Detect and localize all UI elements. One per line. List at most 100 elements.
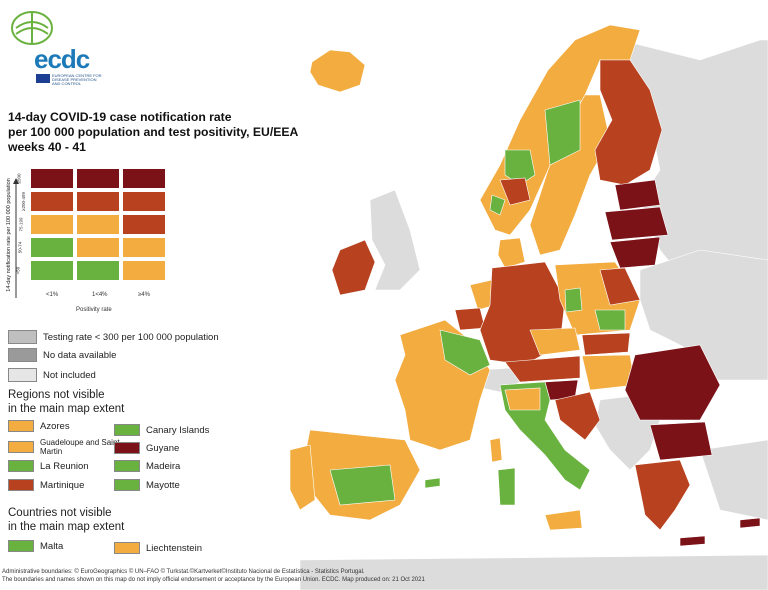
matrix-cell xyxy=(30,168,74,189)
corsica xyxy=(489,437,503,463)
france-green xyxy=(439,329,491,376)
estonia xyxy=(614,179,661,211)
legend-not-included: Not included xyxy=(8,368,96,382)
azores-label: Azores xyxy=(40,420,70,432)
legend-no-data: No data available xyxy=(8,348,116,362)
canary-swatch xyxy=(114,424,140,436)
north-africa xyxy=(299,554,768,590)
not-included-swatch xyxy=(8,368,37,382)
title-line-1: 14-day COVID-19 case notification rate xyxy=(8,110,232,124)
matrix-row-label: 50-74 xyxy=(17,241,23,254)
matrix-row-label: 75-199 xyxy=(18,217,24,232)
no-data-label: No data available xyxy=(43,349,117,361)
logo-subtitle: EUROPEAN CENTRE FOR DISEASE PREVENTION A… xyxy=(52,73,102,86)
country-malta: Malta xyxy=(8,540,63,552)
la-reunion-label: La Reunion xyxy=(40,460,89,472)
region-azores: Azores xyxy=(8,420,70,432)
globe-icon xyxy=(11,11,53,45)
ecdc-logo: ecdc EUROPEAN CENTRE FOR DISEASE PREVENT… xyxy=(8,8,102,86)
testing-rate-label: Testing rate < 300 per 100 000 populatio… xyxy=(43,331,219,343)
liechtenstein-label: Liechtenstein xyxy=(146,542,202,554)
country-liechtenstein: Liechtenstein xyxy=(114,542,202,554)
liechtenstein-swatch xyxy=(114,542,140,554)
guyane-label: Guyane xyxy=(146,442,180,454)
matrix-cell xyxy=(122,191,166,212)
madeira-label: Madeira xyxy=(146,460,181,472)
matrix-cell xyxy=(122,168,166,189)
region-guyane: Guyane xyxy=(114,442,179,454)
hungary-green xyxy=(594,309,626,331)
regions-title: Regions not visible in the main map exte… xyxy=(8,388,124,416)
matrix-cell xyxy=(76,168,120,189)
ireland xyxy=(331,239,376,296)
region-mayotte: Mayotte xyxy=(114,479,180,491)
matrix-col-label: ≥4% xyxy=(138,292,150,298)
bulgaria xyxy=(649,421,713,461)
belgium xyxy=(454,307,486,331)
region-guadeloupe: Guadeloupe and Saint Martin xyxy=(8,438,128,456)
croatia xyxy=(554,391,601,441)
matrix-cell xyxy=(76,260,120,281)
sweden xyxy=(529,94,611,256)
romania xyxy=(624,344,721,421)
region-martinique: Martinique xyxy=(8,479,84,491)
regions-title-line-1: Regions not visible xyxy=(8,389,105,401)
matrix-x-axis-label: Positivity rate xyxy=(76,307,112,313)
matrix-cell xyxy=(122,214,166,235)
guadeloupe-swatch xyxy=(8,441,34,453)
norway-green2 xyxy=(489,194,506,216)
crete xyxy=(679,535,706,547)
title-line-3: weeks 40 - 41 xyxy=(8,140,86,154)
czechia xyxy=(529,327,581,356)
footer-line-2: The boundaries and names shown on this m… xyxy=(2,577,425,583)
norway-red xyxy=(499,177,531,206)
region-canary-islands: Canary Islands xyxy=(114,424,209,436)
slovakia xyxy=(581,332,631,356)
turkey xyxy=(699,439,768,521)
matrix-cell xyxy=(122,237,166,258)
balearic xyxy=(424,477,441,489)
logo-text: ecdc xyxy=(34,44,90,74)
eu-flag-icon xyxy=(36,74,50,83)
azores-swatch xyxy=(8,420,34,432)
italy-orange xyxy=(504,387,541,411)
countries-title-line-1: Countries not visible xyxy=(8,507,112,519)
poland-green xyxy=(564,287,583,313)
sweden-green xyxy=(544,99,581,166)
matrix-col-label: <1% xyxy=(46,292,59,298)
la-reunion-swatch xyxy=(8,460,34,472)
matrix-y-axis: 14-day notification rate per 100 000 pop… xyxy=(2,178,19,300)
matrix-col-label: 1<4% xyxy=(92,292,108,298)
canary-label: Canary Islands xyxy=(146,424,210,436)
matrix-cell xyxy=(76,191,120,212)
sardinia xyxy=(497,467,516,506)
no-data-swatch xyxy=(8,348,37,362)
sicily xyxy=(544,509,583,531)
poland-red xyxy=(599,267,641,306)
not-included-label: Not included xyxy=(43,369,96,381)
countries-title-line-2: in the main map extent xyxy=(8,521,125,533)
greece xyxy=(634,459,691,531)
region-madeira: Madeira xyxy=(114,460,180,472)
lithuania xyxy=(609,236,661,269)
martinique-swatch xyxy=(8,479,34,491)
footer-line-1: Administrative boundaries: © EuroGeograp… xyxy=(2,569,365,575)
martinique-label: Martinique xyxy=(40,479,85,491)
matrix-row-label: ≥500 xyxy=(16,173,22,184)
malta-swatch xyxy=(8,540,34,552)
matrix-cell xyxy=(76,214,120,235)
latvia xyxy=(604,206,669,241)
matrix-cell xyxy=(30,191,74,212)
mayotte-swatch xyxy=(114,479,140,491)
countries-title: Countries not visible in the main map ex… xyxy=(8,506,124,534)
matrix-cell xyxy=(30,237,74,258)
denmark xyxy=(497,237,526,269)
guyane-swatch xyxy=(114,442,140,454)
cyprus-mark xyxy=(739,517,761,529)
uk xyxy=(369,189,421,291)
testing-rate-swatch xyxy=(8,330,37,344)
matrix-cell xyxy=(30,214,74,235)
austria xyxy=(504,355,581,383)
matrix-row-label: <50 xyxy=(15,266,21,275)
